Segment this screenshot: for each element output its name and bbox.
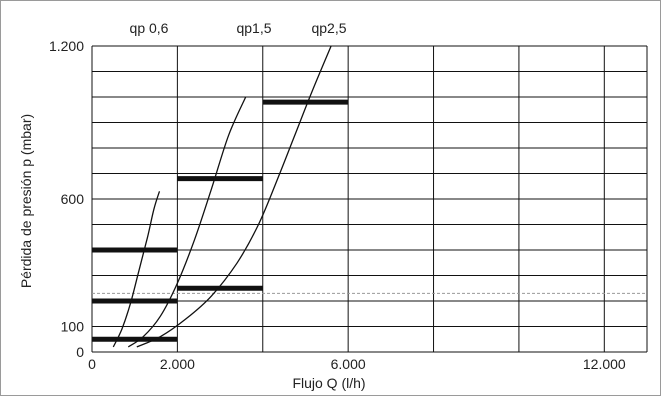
y-axis-label: Pérdida de presión p (mbar) bbox=[18, 114, 34, 288]
grid bbox=[91, 45, 648, 353]
x-tick-label: 0 bbox=[88, 356, 96, 372]
curves bbox=[112, 45, 332, 348]
series-label: qp2,5 bbox=[311, 20, 346, 36]
y-tick-labels: 0 100 600 1.200 bbox=[49, 38, 84, 360]
series-label: qp1,5 bbox=[236, 20, 271, 36]
x-tick-labels: 0 2.000 6.000 12.000 bbox=[88, 356, 626, 372]
y-tick-label: 1.200 bbox=[49, 38, 84, 54]
y-tick-label: 100 bbox=[61, 319, 85, 335]
x-tick-label: 12.000 bbox=[583, 356, 626, 372]
x-axis-label: Flujo Q (l/h) bbox=[292, 375, 365, 391]
x-tick-label: 6.000 bbox=[331, 356, 366, 372]
series-curve bbox=[112, 191, 161, 348]
x-tick-label: 2.000 bbox=[160, 356, 195, 372]
series-curve bbox=[127, 96, 247, 348]
series-labels: qp 0,6 qp1,5 qp2,5 bbox=[130, 20, 347, 36]
y-tick-label: 0 bbox=[76, 344, 84, 360]
series-curve bbox=[136, 45, 332, 348]
y-tick-label: 600 bbox=[61, 191, 85, 207]
bands bbox=[92, 99, 349, 342]
series-label: qp 0,6 bbox=[130, 20, 169, 36]
